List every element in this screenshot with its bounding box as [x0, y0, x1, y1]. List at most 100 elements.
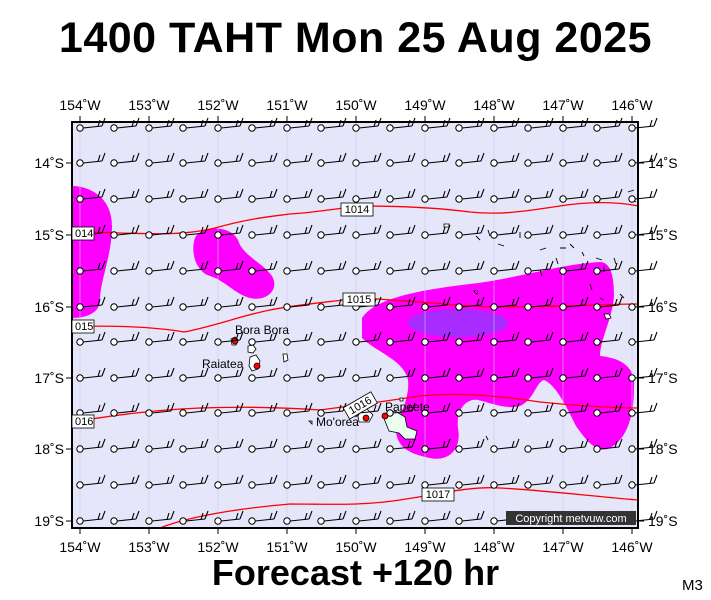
wind-barb	[283, 510, 313, 525]
wind-barb	[524, 367, 554, 382]
isobar-edge-label-1015: 015	[71, 319, 95, 334]
wind-barb	[455, 474, 485, 489]
wind-barb	[524, 117, 554, 132]
wind-barb	[248, 331, 278, 346]
wind-barb	[179, 367, 209, 382]
wind-barb	[490, 188, 520, 203]
isobar-edge-label-1014: 014	[71, 226, 95, 241]
svg-text:148˚W: 148˚W	[473, 97, 515, 113]
svg-text:1017: 1017	[426, 489, 450, 501]
island-scatter-3	[473, 290, 478, 295]
wind-barb	[317, 188, 347, 203]
wind-barb	[386, 152, 416, 167]
wind-barb	[214, 331, 244, 346]
rain-area-west	[72, 186, 112, 318]
svg-text:14˚S: 14˚S	[34, 155, 64, 171]
wind-barb	[490, 438, 520, 453]
wind-barb	[593, 331, 623, 346]
wind-barb	[628, 224, 658, 239]
wind-barb	[352, 152, 382, 167]
wind-barb	[559, 402, 589, 417]
wind-barb	[179, 224, 209, 239]
wind-barb	[283, 224, 313, 239]
svg-text:146˚W: 146˚W	[611, 97, 653, 113]
meridian-lines	[79, 122, 633, 528]
wind-barb	[559, 260, 589, 275]
wind-barb	[628, 474, 658, 489]
isobar-label-1014: 1014	[340, 202, 374, 217]
svg-text:154˚W: 154˚W	[59, 539, 101, 555]
svg-text:152˚W: 152˚W	[197, 97, 239, 113]
svg-text:14˚S: 14˚S	[648, 155, 678, 171]
wind-barb	[524, 296, 554, 311]
place-labels: Bora Bora Raiatea Mo'orea Papeete	[202, 323, 430, 429]
wind-barb	[248, 510, 278, 525]
wind-barb	[455, 438, 485, 453]
marker-moorea	[362, 414, 370, 422]
wind-barb	[421, 402, 451, 417]
svg-text:147˚W: 147˚W	[542, 539, 584, 555]
wind-barb	[421, 152, 451, 167]
svg-text:15˚S: 15˚S	[34, 227, 64, 243]
wind-barb	[421, 296, 451, 311]
wind-barb	[214, 260, 244, 275]
model-code: M3	[682, 577, 703, 594]
wind-barb	[283, 152, 313, 167]
wind-barb	[283, 367, 313, 382]
svg-text:16˚S: 16˚S	[648, 299, 678, 315]
wind-barb	[386, 510, 416, 525]
wind-barb	[179, 402, 209, 417]
svg-text:147˚W: 147˚W	[542, 97, 584, 113]
wind-barb	[248, 224, 278, 239]
wind-barb	[179, 438, 209, 453]
wind-barb	[490, 402, 520, 417]
wind-barb	[593, 438, 623, 453]
svg-text:152˚W: 152˚W	[197, 539, 239, 555]
wind-barb	[524, 260, 554, 275]
wind-barb	[317, 331, 347, 346]
wind-barb	[593, 474, 623, 489]
wind-barb	[628, 296, 658, 311]
wind-barb	[455, 402, 485, 417]
svg-text:18˚S: 18˚S	[34, 441, 64, 457]
marker-raiatea	[253, 362, 261, 370]
wind-barb	[490, 331, 520, 346]
wind-barb	[455, 296, 485, 311]
wind-barb	[455, 224, 485, 239]
wind-barb	[145, 510, 175, 525]
svg-text:015: 015	[75, 321, 93, 333]
wind-barb	[214, 510, 244, 525]
wind-barb	[283, 438, 313, 453]
wind-barb	[76, 260, 106, 275]
isobar-label-1017: 1017	[421, 487, 455, 502]
wind-barb	[145, 402, 175, 417]
wind-barb	[386, 438, 416, 453]
wind-barb	[214, 152, 244, 167]
wind-barb	[455, 367, 485, 382]
wind-barb	[76, 474, 106, 489]
label-papeete: Papeete	[385, 400, 430, 414]
wind-barb	[455, 260, 485, 275]
wind-barb	[524, 188, 554, 203]
svg-text:151˚W: 151˚W	[266, 539, 308, 555]
wind-barb	[593, 367, 623, 382]
wind-barb	[317, 224, 347, 239]
wind-barb	[593, 260, 623, 275]
label-moorea: Mo'orea	[316, 415, 359, 429]
wind-barb	[524, 224, 554, 239]
svg-text:19˚S: 19˚S	[34, 513, 64, 529]
wind-barb	[352, 331, 382, 346]
svg-text:18˚S: 18˚S	[648, 441, 678, 457]
wind-barb	[76, 510, 106, 525]
wind-barb	[145, 188, 175, 203]
rain-area-central	[193, 228, 275, 299]
wind-barb	[145, 152, 175, 167]
map-title: 1400 TAHT Mon 25 Aug 2025	[58, 14, 653, 62]
forecast-label: Forecast +120 hr	[211, 552, 500, 593]
wind-barb	[110, 438, 140, 453]
wind-barb	[524, 438, 554, 453]
wind-barb	[524, 152, 554, 167]
wind-barb	[593, 152, 623, 167]
svg-text:150˚W: 150˚W	[335, 97, 377, 113]
wind-barb	[490, 260, 520, 275]
